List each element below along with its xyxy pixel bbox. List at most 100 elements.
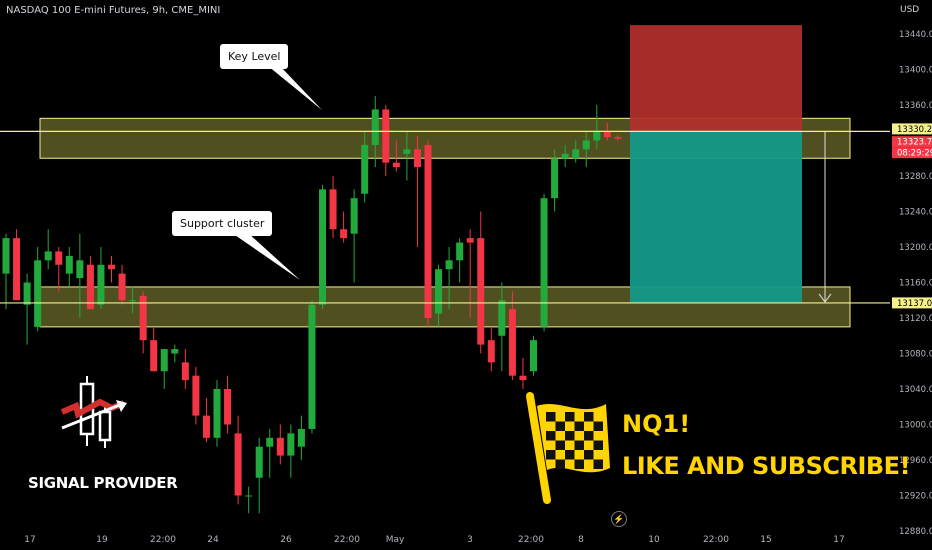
countdown-tag-bg bbox=[892, 147, 932, 159]
candle-body bbox=[319, 189, 326, 305]
candle-body bbox=[160, 349, 168, 372]
y-tick-label: 13000.00 bbox=[899, 421, 932, 431]
position-tool[interactable] bbox=[630, 25, 832, 303]
candle-body bbox=[118, 273, 126, 301]
candle-body bbox=[76, 260, 84, 279]
flag-square bbox=[584, 412, 594, 422]
y-tick-label: 12960.00 bbox=[899, 456, 932, 466]
x-tick-label: 22:00 bbox=[703, 535, 729, 545]
promo-ticker: NQ1! bbox=[622, 410, 691, 438]
flag-square bbox=[574, 421, 584, 431]
candle-body bbox=[445, 260, 453, 270]
y-tick-label: 13440.00 bbox=[899, 30, 932, 40]
target-arrow-head bbox=[818, 293, 832, 303]
candle-body bbox=[530, 340, 537, 372]
candle-body bbox=[435, 269, 443, 314]
candle-body bbox=[150, 340, 158, 372]
candle-body bbox=[392, 162, 400, 168]
flag-square bbox=[546, 412, 556, 422]
x-tick-label: 19 bbox=[96, 535, 108, 545]
candle-body bbox=[108, 264, 115, 270]
candle-body bbox=[181, 362, 189, 381]
candle-body bbox=[371, 109, 379, 145]
flag-square bbox=[593, 459, 603, 469]
candle-body bbox=[129, 300, 137, 302]
candle-body bbox=[297, 428, 305, 447]
x-tick-label: 17 bbox=[833, 535, 844, 545]
flag-square bbox=[565, 412, 575, 422]
y-tick-label: 12880.00 bbox=[899, 527, 932, 537]
logo-arrow-head bbox=[116, 400, 127, 412]
y-tick-label: 13360.00 bbox=[899, 101, 932, 111]
flag-square bbox=[574, 440, 584, 450]
candle-body bbox=[255, 446, 263, 478]
support-price-tag-bg bbox=[892, 297, 932, 309]
countdown-tag: 08:29:29 bbox=[897, 149, 932, 159]
candle-body bbox=[572, 149, 580, 159]
x-tick-label: 22:00 bbox=[518, 535, 544, 545]
candle-body bbox=[13, 238, 21, 301]
support-price-tag: 13137.00 bbox=[897, 299, 932, 309]
candle-body bbox=[603, 131, 611, 138]
price-axis[interactable]: 12880.00 12920.00 12960.00 13000.00 13040.00… bbox=[892, 30, 932, 537]
candle-body bbox=[308, 304, 316, 429]
flag-square bbox=[546, 450, 556, 460]
candle-body bbox=[403, 149, 411, 154]
candle-body bbox=[382, 109, 390, 163]
support-cluster-callout: Support cluster bbox=[172, 211, 273, 236]
x-tick-label: 10 bbox=[648, 535, 660, 545]
x-tick-label: 8 bbox=[578, 535, 584, 545]
candle-body bbox=[519, 375, 527, 381]
candle-body bbox=[424, 144, 432, 318]
time-axis[interactable]: 17 19 22:00 24 26 22:00 May 3 22:00 8 10 22:00 15 17 bbox=[24, 535, 844, 545]
flag-square bbox=[593, 440, 603, 450]
candle-body bbox=[192, 375, 200, 416]
y-tick-label: 12920.00 bbox=[899, 492, 932, 502]
candle-body bbox=[86, 264, 94, 310]
stop-loss-zone bbox=[630, 25, 802, 132]
logo-graphic bbox=[60, 376, 127, 448]
candle-body bbox=[202, 415, 210, 438]
candle-body bbox=[23, 282, 31, 305]
candle-body bbox=[224, 389, 232, 425]
candle-body bbox=[350, 198, 358, 234]
candle-body bbox=[561, 153, 569, 159]
candle-body bbox=[329, 189, 337, 230]
candle-body bbox=[213, 389, 221, 438]
candle-body bbox=[582, 140, 590, 150]
candle-body bbox=[593, 131, 601, 141]
y-tick-label: 13400.00 bbox=[899, 66, 932, 76]
candle-body bbox=[287, 433, 295, 456]
candle-body bbox=[139, 295, 147, 341]
level-price-tag: 13330.25 bbox=[897, 125, 932, 135]
last-price-tag: 13323.75 bbox=[897, 138, 932, 148]
lightning-icon[interactable]: ⚡ bbox=[611, 511, 627, 527]
brand-name: SIGNAL PROVIDER bbox=[28, 474, 178, 492]
level-price-tag-bg bbox=[892, 123, 932, 135]
candle-body bbox=[487, 340, 495, 363]
y-tick-label: 13040.00 bbox=[899, 385, 932, 395]
candle-body bbox=[65, 255, 73, 274]
y-tick-label: 13240.00 bbox=[899, 208, 932, 218]
promo-cta: LIKE AND SUBSCRIBE! bbox=[622, 452, 911, 480]
support-pointer bbox=[232, 233, 300, 280]
x-tick-label: 26 bbox=[280, 535, 292, 545]
currency-label: USD bbox=[900, 5, 920, 15]
x-tick-label: May bbox=[386, 535, 405, 545]
y-tick-label: 13160.00 bbox=[899, 279, 932, 289]
candle-body bbox=[498, 300, 506, 336]
candle-body bbox=[44, 251, 52, 261]
symbol-title: NASDAQ 100 E-mini Futures, 9h, CME_MINI bbox=[6, 5, 221, 16]
candle-body bbox=[340, 229, 348, 239]
candle-body bbox=[551, 158, 559, 199]
take-profit-zone bbox=[630, 131, 802, 303]
flag-square bbox=[584, 431, 594, 441]
y-tick-label: 13080.00 bbox=[899, 350, 932, 360]
x-tick-label: 17 bbox=[24, 535, 35, 545]
flag-square bbox=[555, 440, 565, 450]
candle-body bbox=[456, 242, 464, 261]
flag-square bbox=[593, 421, 603, 431]
x-tick-label: 24 bbox=[207, 535, 219, 545]
x-tick-label: 22:00 bbox=[150, 535, 176, 545]
